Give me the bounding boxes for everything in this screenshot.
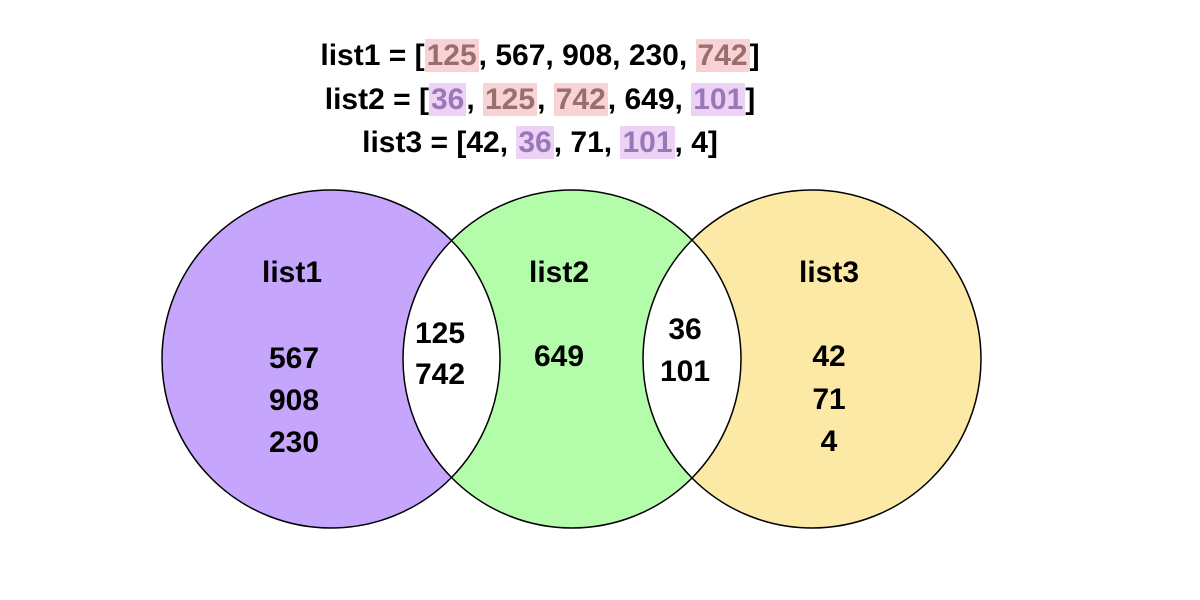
- list3-only-value: 71: [812, 383, 845, 416]
- list1-only-value: 230: [269, 426, 319, 459]
- list-item: 36: [516, 126, 554, 159]
- intersection-2-3-value: 101: [660, 355, 710, 388]
- list1-only-value: 908: [269, 384, 319, 417]
- list-item: 101: [620, 126, 675, 159]
- list-name: list1: [320, 39, 381, 72]
- list-item: 4: [691, 126, 708, 159]
- list-item: 567: [495, 39, 546, 72]
- list-item: 649: [624, 83, 675, 116]
- list-item: 101: [691, 83, 746, 116]
- list-name: list3: [362, 126, 423, 159]
- intersection-2-3-value: 36: [668, 313, 701, 346]
- list-item: 42: [466, 126, 500, 159]
- list2-circle-outline: [402, 189, 742, 529]
- list1-definition: list1 = [125, 567, 908, 230, 742]: [320, 39, 760, 72]
- list2-only-value: 649: [534, 340, 584, 373]
- list-item: 125: [483, 83, 538, 116]
- list3-only-value: 4: [821, 425, 838, 458]
- list3-circle: [643, 190, 981, 528]
- list3-circle-outline: [642, 189, 982, 529]
- list-item: 742: [553, 83, 608, 116]
- list-item: 71: [570, 126, 604, 159]
- intersection-1-2-value: 125: [415, 317, 465, 350]
- list2-circle: [403, 190, 741, 528]
- list1-circle-label: list1: [262, 256, 322, 289]
- list-item: 742: [695, 39, 750, 72]
- intersection-1-2-value: 742: [415, 358, 465, 391]
- list3-only-value: 42: [812, 340, 845, 373]
- list-item: 908: [562, 39, 613, 72]
- list-item: 125: [424, 39, 479, 72]
- list1-circle: [162, 190, 500, 528]
- list-item: 36: [428, 83, 467, 116]
- list1-only-value: 567: [269, 342, 319, 375]
- list3-circle-label: list3: [799, 256, 859, 289]
- list2-definition: list2 = [36, 125, 742, 649, 101]: [324, 83, 756, 116]
- list3-definition: list3 = [42, 36, 71, 101, 4]: [362, 126, 718, 159]
- list-name: list2: [324, 83, 385, 116]
- list1-circle-outline: [161, 189, 501, 529]
- list2-circle-label: list2: [529, 256, 589, 289]
- list-item: 230: [628, 39, 679, 72]
